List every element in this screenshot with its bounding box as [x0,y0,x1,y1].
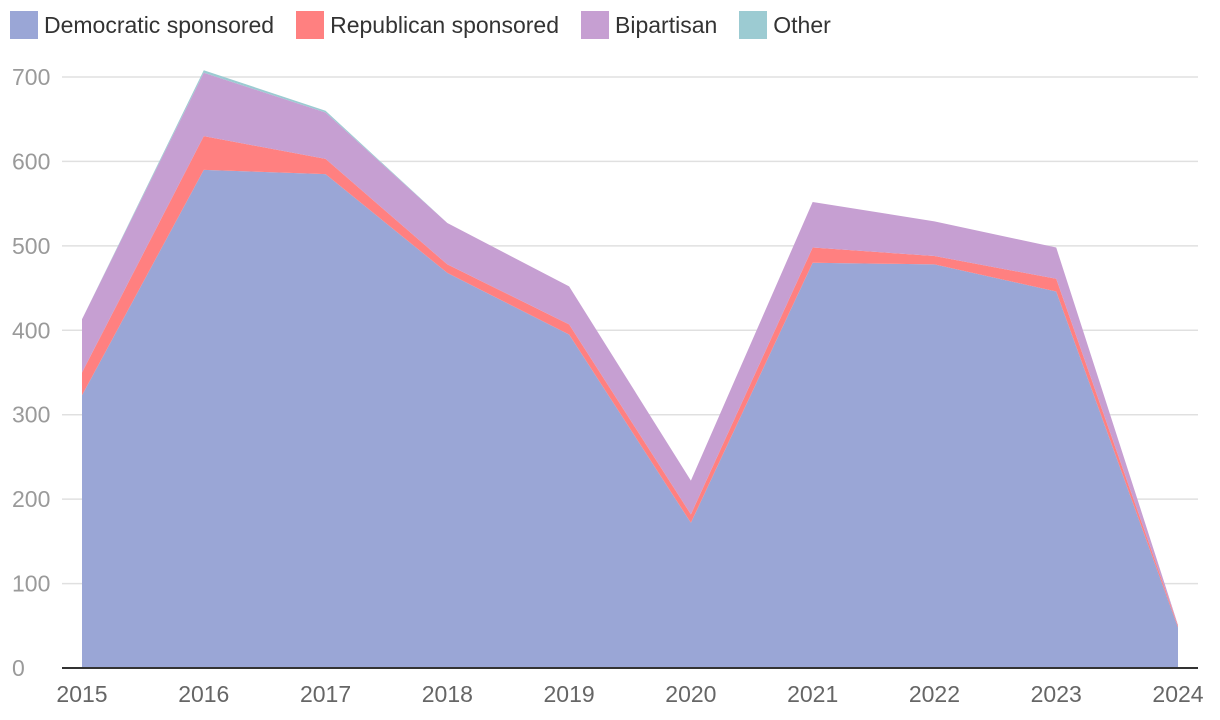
y-tick-label: 0 [12,655,25,681]
legend-item-democratic: Democratic sponsored [10,11,274,39]
legend-swatch-democratic [10,11,38,39]
legend-swatch-other [739,11,768,39]
x-tick-label: 2018 [422,681,473,707]
x-tick-label: 2015 [56,681,107,707]
x-tick-label: 2023 [1031,681,1082,707]
y-tick-label: 600 [12,148,50,174]
legend-label-other: Other [773,11,831,38]
legend-label-republican: Republican sponsored [330,11,559,38]
y-tick-label: 700 [12,64,50,90]
x-tick-label: 2016 [178,681,229,707]
area-bipartisan [82,72,1178,626]
area-democratic-sponsored [82,169,1178,668]
x-tick-label: 2019 [544,681,595,707]
x-tick-label: 2017 [300,681,351,707]
legend-swatch-republican [296,11,325,39]
y-tick-label: 400 [12,317,50,343]
legend-item-bipartisan: Bipartisan [581,11,717,39]
y-tick-label: 300 [12,402,50,428]
area-republican-sponsored [82,136,1178,628]
legend-item-republican: Republican sponsored [296,11,559,39]
x-tick-label: 2022 [909,681,960,707]
y-tick-label: 200 [12,486,50,512]
legend-item-other: Other [739,11,831,39]
legend-label-democratic: Democratic sponsored [44,11,275,38]
y-tick-label: 500 [12,233,50,259]
x-tick-label: 2021 [787,681,838,707]
legend-label-bipartisan: Bipartisan [615,11,718,38]
y-tick-label: 100 [12,571,50,597]
legend-swatch-bipartisan [581,11,609,39]
x-tick-label: 2020 [665,681,716,707]
legend: Democratic sponsored Republican sponsore… [10,11,853,39]
x-tick-label: 2024 [1152,681,1203,707]
